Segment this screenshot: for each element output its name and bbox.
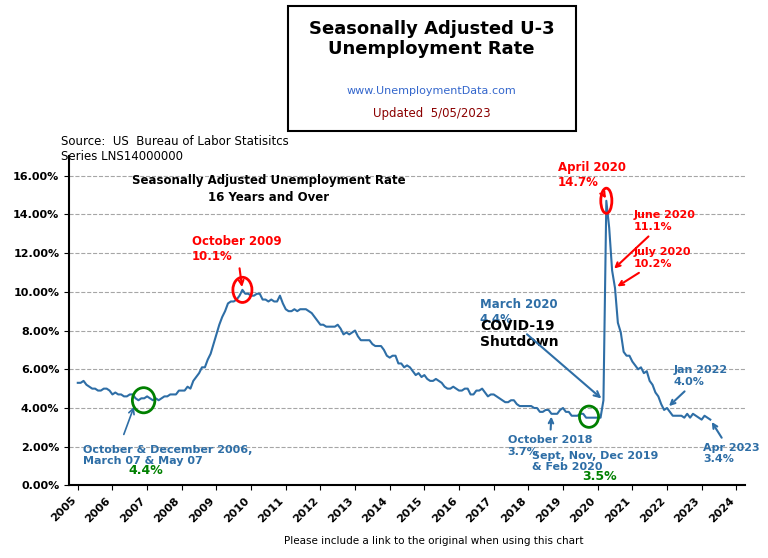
Text: April 2020
14.7%: April 2020 14.7% [558,161,626,196]
Text: October 2018
3.7%: October 2018 3.7% [508,419,592,456]
Text: Seasonally Adjusted U-3
Unemployment Rate: Seasonally Adjusted U-3 Unemployment Rat… [309,20,554,59]
Text: October 2009
10.1%: October 2009 10.1% [192,235,282,285]
Text: Source:  US  Bureau of Labor Statisitcs
Series LNS14000000: Source: US Bureau of Labor Statisitcs Se… [61,135,290,163]
Text: 3.5%: 3.5% [582,470,617,483]
Text: Sept, Nov, Dec 2019
& Feb 2020: Sept, Nov, Dec 2019 & Feb 2020 [531,451,658,472]
Text: Please include a link to the original when using this chart: Please include a link to the original wh… [284,536,584,546]
Text: 16 Years and Over: 16 Years and Over [208,191,329,204]
Text: 4.4%: 4.4% [128,464,163,477]
Text: COVID-19
Shutdown: COVID-19 Shutdown [480,319,558,349]
Text: Updated  5/05/2023: Updated 5/05/2023 [372,107,491,120]
Text: www.UnemploymentData.com: www.UnemploymentData.com [346,86,517,97]
Text: March 2020
4.4%: March 2020 4.4% [480,297,558,326]
Text: June 2020
11.1%: June 2020 11.1% [616,210,696,267]
Text: July 2020
10.2%: July 2020 10.2% [619,247,691,285]
Text: Seasonally Adjusted Unemployment Rate: Seasonally Adjusted Unemployment Rate [131,174,406,187]
Text: October & December 2006,
March 07 & May 07: October & December 2006, March 07 & May … [83,445,253,466]
Text: Jan 2022
4.0%: Jan 2022 4.0% [670,365,728,405]
Text: Apr 2023
3.4%: Apr 2023 3.4% [703,424,760,464]
